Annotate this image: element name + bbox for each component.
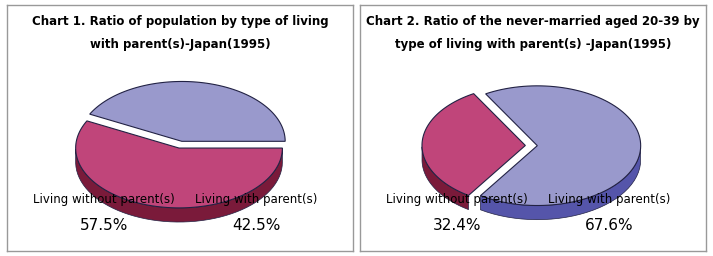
- Text: type of living with parent(s) -Japan(1995): type of living with parent(s) -Japan(199…: [395, 38, 671, 51]
- Polygon shape: [76, 121, 282, 208]
- Text: 42.5%: 42.5%: [232, 218, 280, 233]
- Text: Chart 1. Ratio of population by type of living: Chart 1. Ratio of population by type of …: [31, 15, 329, 28]
- Text: Living without parent(s): Living without parent(s): [386, 193, 528, 206]
- Text: with parent(s)-Japan(1995): with parent(s)-Japan(1995): [90, 38, 270, 51]
- Text: 32.4%: 32.4%: [433, 218, 481, 233]
- Text: Living without parent(s): Living without parent(s): [33, 193, 175, 206]
- Polygon shape: [422, 147, 468, 210]
- Text: Chart 2. Ratio of the never-married aged 20-39 by: Chart 2. Ratio of the never-married aged…: [366, 15, 699, 28]
- Text: Living with parent(s): Living with parent(s): [548, 193, 670, 206]
- Polygon shape: [481, 150, 640, 220]
- Polygon shape: [481, 86, 641, 206]
- Polygon shape: [422, 94, 525, 195]
- Polygon shape: [76, 148, 282, 222]
- Text: Living with parent(s): Living with parent(s): [195, 193, 317, 206]
- Text: 57.5%: 57.5%: [80, 218, 128, 233]
- Polygon shape: [90, 81, 285, 141]
- Text: 67.6%: 67.6%: [585, 218, 633, 233]
